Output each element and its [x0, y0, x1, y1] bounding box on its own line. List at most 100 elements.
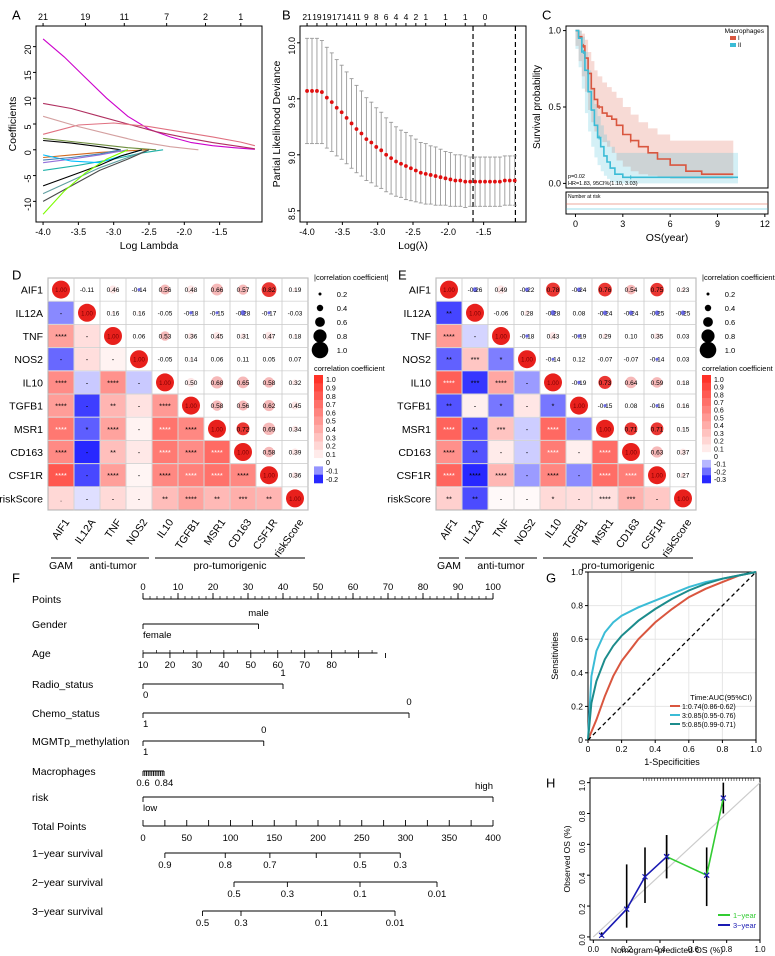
sig-label: **** [599, 471, 611, 480]
calib-point [598, 932, 605, 939]
corr-value: 0.16 [107, 310, 120, 317]
corr-circle [549, 332, 557, 340]
tick-label: 1 [143, 719, 148, 730]
y-axis-label: Observed OS (%) [562, 825, 572, 892]
col-label: MSR1 [590, 517, 617, 548]
diag-circle [52, 280, 70, 299]
heatmap-fill [436, 348, 462, 371]
deviance-point [463, 179, 468, 184]
diag-circle [544, 373, 562, 392]
corr-value: 0.16 [133, 310, 146, 317]
sig-label: - [60, 309, 63, 318]
legend-label: 1:0.74(0.86-0.62) [682, 704, 736, 711]
y-tick-label: 5 [23, 124, 33, 129]
diag-circle [130, 350, 148, 369]
tick-label: 0.84 [155, 778, 174, 789]
corr-circle [237, 400, 249, 411]
corr-circle [681, 427, 685, 431]
corr-value: 0.36 [185, 334, 198, 341]
tick-label: 40 [219, 660, 230, 671]
x-tick-label: -3.0 [370, 227, 386, 237]
size-legend-title: |correlation coefficient| [702, 273, 775, 282]
sig-label: - [60, 355, 63, 364]
x-axis-label: 1-Specificities [644, 757, 700, 767]
size-legend-dot [704, 304, 712, 312]
legend-label: 5:0.85(0.99-0.71) [682, 722, 736, 729]
top-tick-label: 1 [238, 12, 243, 22]
deviance-point [502, 178, 507, 183]
size-legend-dot [313, 329, 327, 343]
y-tick-label: 0.0 [578, 934, 587, 946]
size-legend-dot [315, 317, 325, 327]
corr-value: 0.03 [677, 357, 690, 364]
corr-circle [261, 282, 277, 297]
tick-label: 1 [143, 747, 148, 758]
corr-circle [655, 404, 659, 408]
heatmap-fill [178, 417, 204, 440]
sig-label: ** [162, 494, 168, 503]
panel-letter-C: C [542, 8, 551, 23]
heatmap-fill [462, 440, 488, 464]
color-legend-label: 0.8 [326, 394, 336, 401]
heatmap-fill [152, 417, 178, 440]
corr-circle [602, 333, 608, 339]
corr-value: -0.05 [158, 357, 173, 364]
row-label-10: 2−year survival [32, 877, 103, 889]
calib-point [720, 795, 727, 801]
sig-label: **** [547, 448, 559, 457]
corr-circle [598, 282, 612, 297]
corr-circle [236, 422, 250, 436]
corr-value: 0.73 [599, 380, 612, 387]
heatmap-fill [178, 440, 204, 464]
row-label: riskScore [387, 493, 431, 505]
size-legend-label: 1.0 [337, 346, 347, 355]
corr-circle [626, 284, 636, 295]
row-label: IL12A [404, 308, 431, 320]
color-legend-label: 0.2 [714, 439, 724, 446]
heatmap-fill [74, 417, 100, 440]
corr-value: 0.31 [237, 334, 250, 341]
y-tick-label: 0 [578, 735, 583, 745]
deviance-point [497, 179, 502, 184]
corr-circle [598, 375, 612, 389]
heatmap-fill [566, 417, 592, 440]
legend-swatch [730, 43, 736, 47]
top-tick-label: 19 [322, 12, 332, 22]
heatmap-fill [74, 324, 100, 348]
diag-value: 1.00 [599, 427, 611, 433]
heatmap-fill [462, 371, 488, 394]
heatmap-fill [436, 324, 462, 348]
y-tick-label: 15 [23, 70, 33, 80]
sig-label: * [86, 425, 89, 434]
sig-label: **** [55, 332, 67, 341]
y-tick-label: 0.6 [571, 634, 583, 644]
corr-circle [160, 331, 170, 341]
heatmap-fill [462, 394, 488, 417]
tick-label: 100 [485, 582, 501, 593]
row-label: AIF1 [21, 285, 43, 297]
color-legend-label: 0.9 [326, 385, 336, 392]
sig-label: **** [443, 425, 455, 434]
heatmap-fill [436, 394, 462, 417]
corr-circle [293, 287, 297, 292]
deviance-point [458, 178, 463, 183]
sig-label: - [138, 494, 141, 503]
sig-label: * [500, 355, 503, 364]
corr-value: 0.62 [263, 403, 276, 410]
plot-frame [589, 777, 761, 941]
tick-label: 0.1 [353, 889, 366, 900]
corr-value: 0.65 [237, 380, 250, 387]
top-tick-label: 19 [312, 12, 322, 22]
tick-label: 0 [406, 697, 411, 708]
y-tick-label: -5 [23, 175, 33, 183]
size-legend-label: 0.2 [337, 290, 347, 299]
hr-text: HR=1.83, 95CI%(1.10, 3.03) [568, 181, 638, 187]
corr-circle [545, 282, 561, 297]
y-tick-label: 20 [23, 45, 33, 55]
coef-path-p14 [42, 149, 129, 215]
size-legend-label: 0.8 [725, 332, 735, 341]
corr-value: 0.32 [289, 380, 302, 387]
corr-value: 0.58 [263, 380, 276, 387]
col-label: TGFB1 [173, 517, 202, 552]
